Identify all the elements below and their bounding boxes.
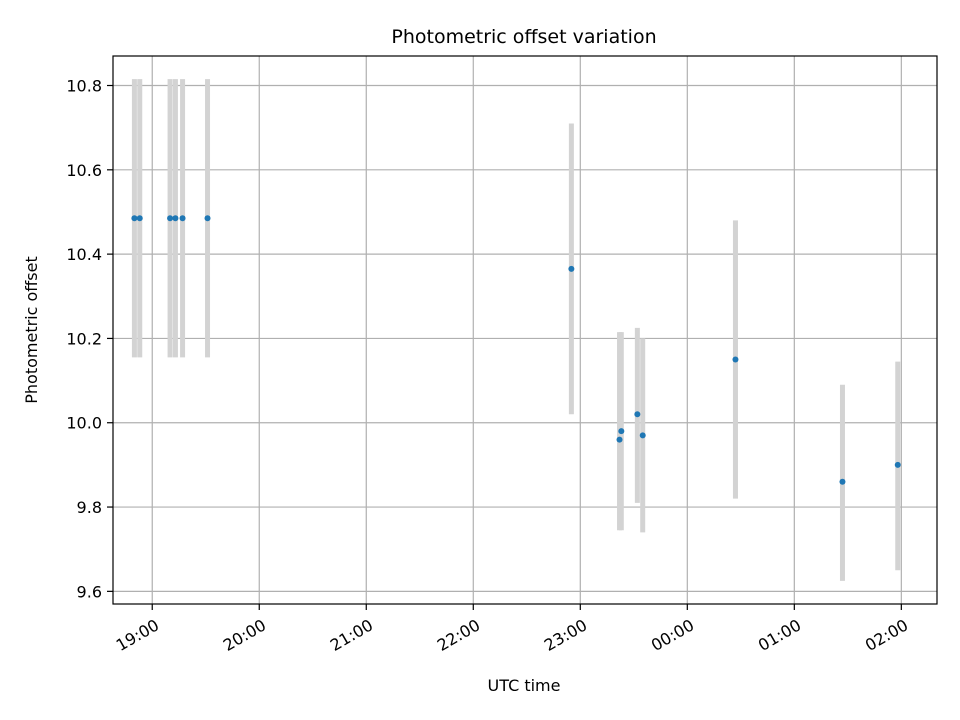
grid <box>113 56 937 604</box>
data-point <box>136 215 143 222</box>
data-point <box>568 265 575 272</box>
data-point <box>172 215 179 222</box>
axis-ticks: 19:00 20:00 21:00 22:00 23:00 00:00 01:00 02:00… <box>66 77 911 655</box>
data-point <box>616 436 623 443</box>
data-point <box>204 215 211 222</box>
y-tick-label: 10.6 <box>66 161 102 180</box>
y-axis-label: Photometric offset <box>22 256 41 404</box>
error-bars <box>131 79 901 581</box>
data-point <box>634 411 641 418</box>
x-tick-label: 20:00 <box>220 615 269 655</box>
data-point <box>179 215 186 222</box>
x-tick-label: 19:00 <box>113 615 162 655</box>
x-tick-label: 02:00 <box>862 615 911 655</box>
data-point <box>167 215 174 222</box>
y-tick-label: 9.6 <box>77 582 102 601</box>
x-axis-label: UTC time <box>488 676 561 695</box>
y-tick-label: 10.4 <box>66 245 102 264</box>
x-tick-label: 23:00 <box>541 615 590 655</box>
x-tick-label: 21:00 <box>327 615 376 655</box>
data-point <box>839 478 846 485</box>
data-point <box>618 428 625 435</box>
data-points <box>131 215 901 485</box>
chart-title: Photometric offset variation <box>391 26 656 48</box>
data-point <box>732 356 739 363</box>
x-tick-label: 22:00 <box>434 615 483 655</box>
y-tick-label: 10.2 <box>66 329 102 348</box>
y-tick-label: 9.8 <box>77 498 102 517</box>
data-point <box>639 432 646 439</box>
data-point <box>894 461 901 468</box>
x-tick-label: 01:00 <box>755 615 804 655</box>
y-tick-label: 10.0 <box>66 414 102 433</box>
x-tick-label: 00:00 <box>648 615 697 655</box>
data-point <box>131 215 138 222</box>
plot-frame <box>112 55 938 605</box>
y-tick-label: 10.8 <box>66 77 102 96</box>
